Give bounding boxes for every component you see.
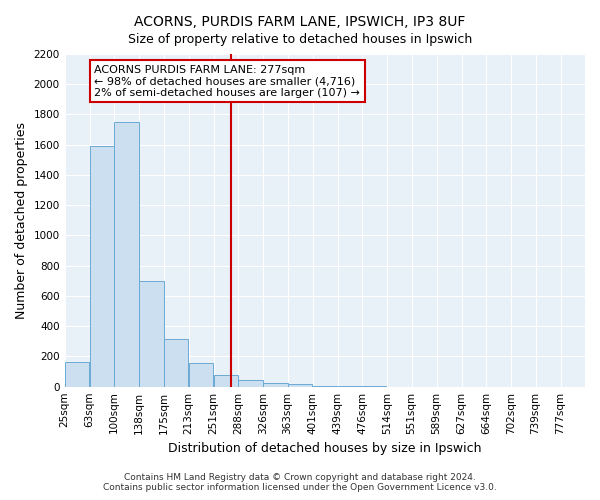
Bar [287, 384, 312, 386]
Bar [65, 362, 89, 386]
Bar [263, 383, 287, 386]
Bar [188, 363, 213, 386]
Bar [164, 339, 188, 386]
Text: ACORNS, PURDIS FARM LANE, IPSWICH, IP3 8UF: ACORNS, PURDIS FARM LANE, IPSWICH, IP3 8… [134, 15, 466, 29]
Bar [90, 146, 114, 386]
Text: Size of property relative to detached houses in Ipswich: Size of property relative to detached ho… [128, 32, 472, 46]
Bar [114, 122, 139, 386]
Bar [214, 374, 238, 386]
Text: ACORNS PURDIS FARM LANE: 277sqm
← 98% of detached houses are smaller (4,716)
2% : ACORNS PURDIS FARM LANE: 277sqm ← 98% of… [94, 64, 360, 98]
Text: Contains HM Land Registry data © Crown copyright and database right 2024.
Contai: Contains HM Land Registry data © Crown c… [103, 473, 497, 492]
Bar [238, 380, 263, 386]
Y-axis label: Number of detached properties: Number of detached properties [15, 122, 28, 319]
X-axis label: Distribution of detached houses by size in Ipswich: Distribution of detached houses by size … [168, 442, 482, 455]
Bar [139, 281, 164, 386]
